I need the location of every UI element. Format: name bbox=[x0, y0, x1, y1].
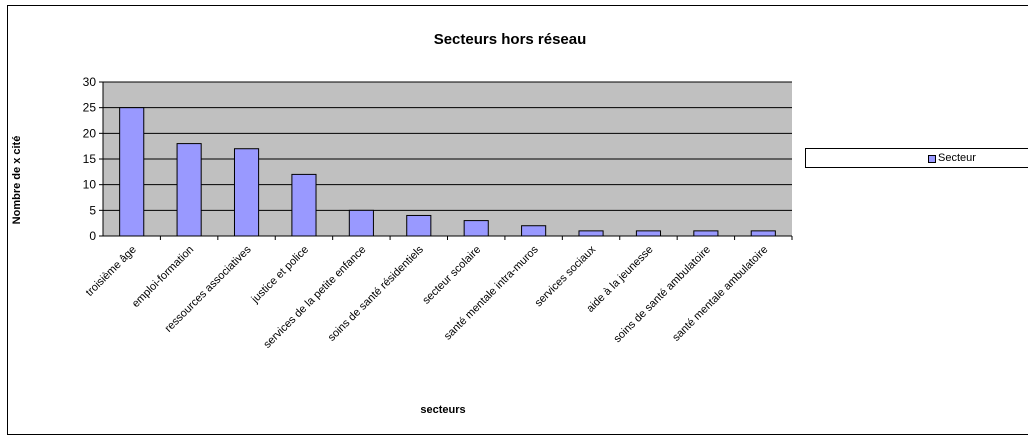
x-tick-label: soins de santé résidentiels bbox=[326, 243, 427, 344]
bar bbox=[291, 173, 317, 237]
bar bbox=[233, 148, 260, 237]
x-axis-label: secteurs bbox=[420, 404, 466, 416]
x-tick-label: troisième âge bbox=[84, 244, 139, 299]
x-tick-label: santé mentale ambulatoire bbox=[670, 244, 770, 344]
legend-label-secteur: Secteur bbox=[938, 152, 976, 164]
bar bbox=[693, 230, 719, 237]
bar bbox=[463, 220, 489, 237]
y-tick-label: 10 bbox=[83, 178, 97, 192]
bar-chart: 0 5 10 15 20 25 30 troisième âgeemploi-formatio… bbox=[83, 75, 793, 351]
x-tick-label: santé mentale intra-muros bbox=[442, 243, 541, 342]
y-tick-label: 0 bbox=[89, 229, 96, 243]
bar bbox=[119, 107, 145, 237]
bar bbox=[406, 214, 432, 237]
x-tick-label: services de la petite enfance bbox=[261, 244, 368, 351]
x-tick-label: secteur scolaire bbox=[420, 244, 483, 307]
legend-swatch-secteur bbox=[928, 155, 936, 163]
bar bbox=[578, 230, 604, 237]
bar bbox=[176, 143, 202, 237]
bar bbox=[635, 230, 662, 237]
y-tick-label: 30 bbox=[83, 75, 97, 89]
legend: Secteur bbox=[805, 148, 1028, 168]
bar bbox=[750, 230, 776, 237]
x-tick-label: soins de santé ambulatoire bbox=[612, 244, 713, 345]
x-tick-label: services sociaux bbox=[533, 243, 599, 309]
x-tick-label: justice et police bbox=[249, 244, 311, 306]
y-tick-label: 15 bbox=[83, 152, 97, 166]
bar bbox=[348, 209, 374, 237]
bar bbox=[521, 225, 547, 237]
x-tick-label: emploi-formation bbox=[130, 244, 196, 310]
y-tick-label: 5 bbox=[89, 203, 96, 217]
y-tick-label: 25 bbox=[83, 101, 97, 115]
y-tick-label: 20 bbox=[83, 126, 97, 140]
chart-title: Secteurs hors réseau bbox=[433, 31, 587, 48]
